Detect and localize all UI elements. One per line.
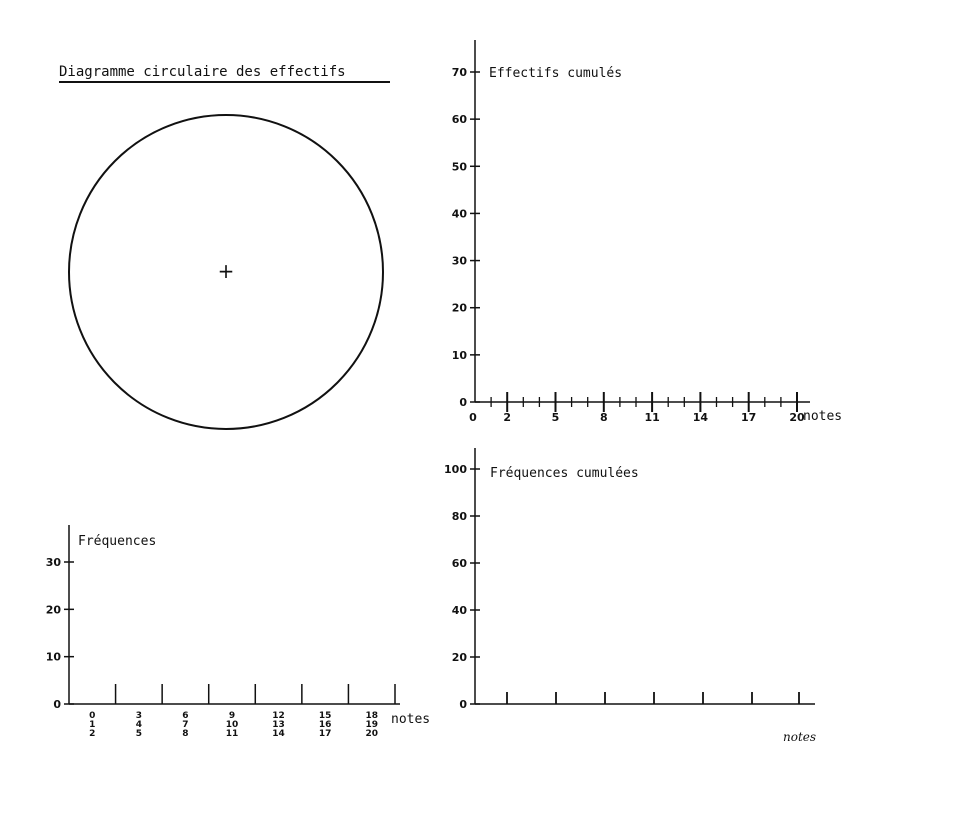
- y-tick-label: 10: [46, 651, 62, 664]
- y-tick-label: 30: [452, 255, 468, 268]
- pie-panel: Diagramme circulaire des effectifs +: [59, 64, 390, 430]
- pie-title: Diagramme circulaire des effectifs: [59, 64, 346, 80]
- cumulative-counts-title: Effectifs cumulés: [489, 66, 622, 81]
- x-category-label: 20: [365, 729, 378, 739]
- y-tick-label: 40: [452, 604, 468, 617]
- y-tick-label: 60: [452, 557, 468, 570]
- pie-circle: [68, 114, 384, 430]
- x-category-label: 4: [136, 720, 142, 730]
- x-category-label: 11: [226, 729, 239, 739]
- y-tick-label: 20: [46, 603, 62, 616]
- x-axis-label: notes: [391, 712, 430, 727]
- x-axis-label: notes: [783, 730, 816, 744]
- x-category-label: 0: [89, 711, 95, 721]
- x-tick-label: 8: [600, 411, 608, 424]
- x-category-label: 15: [319, 711, 332, 721]
- cumulative-frequencies-title: Fréquences cumulées: [490, 466, 639, 481]
- x-category-label: 7: [182, 720, 188, 730]
- x-category-label: 18: [365, 711, 378, 721]
- y-tick-label: 60: [452, 113, 468, 126]
- frequencies-title: Fréquences: [78, 534, 156, 549]
- y-tick-label: 70: [452, 66, 468, 79]
- pie-center-marker: +: [218, 259, 235, 283]
- x-category-label: 3: [136, 711, 142, 721]
- y-tick-label: 0: [459, 396, 467, 409]
- x-category-label: 6: [182, 711, 188, 721]
- x-tick-label: 2: [503, 411, 511, 424]
- x-category-label: 13: [272, 720, 285, 730]
- x-category-label: 19: [365, 720, 378, 730]
- x-tick-label: 20: [789, 411, 805, 424]
- y-tick-label: 0: [53, 698, 61, 711]
- cumulative-counts-panel: Effectifs cumulés 0 10 20 30 40 50 60 70 0 2 5 8 11…: [452, 40, 842, 424]
- x-tick-label: 0: [469, 411, 477, 424]
- y-tick-label: 40: [452, 207, 468, 220]
- y-tick-label: 10: [452, 349, 468, 362]
- x-category-label: 17: [319, 729, 332, 739]
- y-tick-label: 30: [46, 556, 62, 569]
- y-tick-label: 20: [452, 302, 468, 315]
- x-category-label: 10: [226, 720, 239, 730]
- x-category-label: 5: [136, 729, 142, 739]
- x-tick-label: 17: [741, 411, 756, 424]
- x-category-label: 8: [182, 729, 188, 739]
- x-category-label: 9: [229, 711, 235, 721]
- x-axis-label: notes: [803, 409, 842, 424]
- y-tick-label: 0: [459, 698, 467, 711]
- y-tick-label: 50: [452, 160, 468, 173]
- cumulative-frequencies-panel: Fréquences cumulées 0 20 40 60 80 100 notes: [444, 448, 816, 744]
- y-tick-label: 20: [452, 651, 468, 664]
- y-tick-label: 80: [452, 510, 468, 523]
- x-tick-label: 14: [693, 411, 709, 424]
- x-category-label: 16: [319, 720, 332, 730]
- x-category-label: 2: [89, 729, 95, 739]
- x-category-label: 12: [272, 711, 285, 721]
- x-tick-label: 11: [644, 411, 659, 424]
- x-tick-label: 5: [552, 411, 560, 424]
- y-tick-label: 100: [444, 463, 467, 476]
- x-category-label: 1: [89, 720, 95, 730]
- x-category-label: 14: [272, 729, 285, 739]
